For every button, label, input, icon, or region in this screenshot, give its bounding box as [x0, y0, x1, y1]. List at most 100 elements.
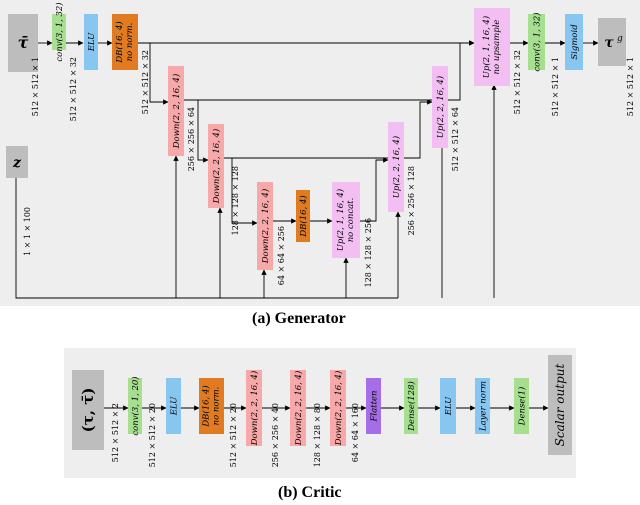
gen-down2: Down(2, 2, 16, 4) [208, 124, 224, 208]
gen-conv-in: conv(3, 1, 32) [52, 2, 66, 62]
dim-conv: 512 × 512 × 32 [69, 57, 78, 121]
crit-elu1: ELU [166, 378, 181, 434]
gen-down3: Down(2, 2, 16, 4) [257, 182, 273, 270]
gen-elu: ELU [84, 14, 98, 70]
crit-elu2: ELU [440, 378, 456, 434]
link-up3-up2 [404, 99, 433, 159]
crit-down1-label: Down(2, 2, 16, 4) [249, 371, 260, 447]
gen-elu-box [84, 14, 98, 70]
gen-sigmoid-label: Sigmoid [570, 24, 580, 60]
link-down2-down3 [231, 158, 258, 226]
gen-up2-label: Up(2, 2, 16, 4) [435, 76, 446, 139]
crit-dense1: Dense(128) [404, 378, 418, 434]
critic-output-label: Scalar output [553, 364, 567, 447]
crit-dense1-box [404, 378, 418, 434]
crit-elu1-label: ELU [170, 396, 180, 416]
dim-down3: 64 × 64 × 256 [277, 226, 286, 285]
z-input: z [6, 146, 28, 178]
link-up2-up1 [448, 40, 475, 101]
link-down1-down2 [197, 100, 209, 163]
gen-db1-box [112, 14, 138, 70]
crit-flatten-label: Flatten [370, 390, 380, 422]
gen-conv-out-box [528, 14, 545, 70]
link-z-bus [15, 178, 398, 299]
crit-down3-label: Down(2, 2, 16, 4) [333, 371, 344, 447]
dim-z: 1 × 1 × 100 [23, 207, 32, 256]
critic-input-label: (τ, τ̄) [79, 388, 97, 433]
crit-dense2-box [514, 378, 529, 434]
tau-g-output-label: τ [604, 35, 614, 51]
crit-down1-box [246, 370, 262, 446]
gen-conv-in-label: conv(3, 1, 32) [54, 2, 65, 61]
tau-bar-input-box [8, 14, 38, 72]
gen-down3-box [257, 182, 273, 270]
gen-sigmoid: Sigmoid [565, 14, 583, 70]
dim-tau-bar: 512 × 512 × 1 [31, 57, 40, 116]
dim-down1: 256 × 256 × 64 [187, 107, 196, 171]
gen-up1-note: no upsample [492, 20, 502, 75]
critic-output-box [548, 355, 572, 455]
gen-up3-box [388, 122, 404, 212]
crit-down2-box [290, 370, 306, 446]
gen-down2-box [208, 124, 224, 208]
crit-conv-box [128, 378, 142, 434]
crit-down3-box [330, 370, 346, 446]
crit-layernorm: Layer norm [475, 378, 490, 434]
crit-flatten: Flatten [366, 378, 381, 434]
crit-db-box [199, 378, 224, 434]
gen-down1: Down(2, 2, 16, 4) [168, 66, 184, 156]
gen-conv-in-box [52, 14, 66, 50]
crit-elu1-box [166, 378, 181, 434]
gen-down2-label: Down(2, 2, 16, 4) [211, 129, 222, 205]
critic-output: Scalar output [548, 355, 572, 455]
tau-g-output-sup: g [617, 34, 623, 44]
crit-dense1-label: Dense(128) [406, 381, 417, 432]
gen-up3: Up(2, 2, 16, 4) [388, 122, 404, 212]
dim-conv-out: 512 × 512 × 1 [551, 57, 560, 116]
crit-flatten-box [366, 378, 381, 434]
gen-db-mid-box [296, 190, 310, 242]
link-upnc-up3 [360, 157, 389, 222]
crit-db-note: no norm. [212, 387, 222, 426]
gen-db-mid-label: DB(16, 4) [298, 195, 309, 237]
dim-out: 512 × 512 × 1 [626, 57, 635, 116]
dim-up3: 256 × 256 × 128 [407, 166, 416, 235]
gen-conv-out: conv(3, 1, 32) [528, 12, 545, 72]
crit-conv: conv(3, 1, 20) [128, 376, 142, 436]
crit-dense2-label: Dense(1) [517, 387, 528, 427]
crit-dim-conv: 512 × 512 × 20 [148, 403, 157, 467]
crit-elu2-box [440, 378, 456, 434]
gen-up1-label: Up(2, 1, 16, 4) [481, 16, 492, 79]
critic-panel [64, 348, 576, 478]
gen-db1-label: DB(16, 4) [114, 21, 125, 63]
gen-up2: Up(2, 2, 16, 4) [432, 66, 448, 148]
gen-up2-box [432, 66, 448, 148]
tau-bar-input: τ̄ [8, 14, 38, 72]
dim-up2: 512 × 512 × 64 [451, 107, 460, 171]
gen-conv-out-label: conv(3, 1, 32) [532, 12, 543, 71]
link-down1-skip2 [184, 99, 436, 102]
gen-up3-label: Up(2, 2, 16, 4) [391, 136, 402, 199]
crit-dim-db: 512 × 512 × 20 [229, 403, 238, 467]
crit-dim-down1: 256 × 256 × 40 [271, 403, 280, 467]
crit-db-label: DB(16, 4) [201, 385, 212, 427]
dim-db1: 512 × 512 × 32 [141, 50, 150, 114]
crit-down3: Down(2, 2, 16, 4) [330, 370, 346, 446]
z-input-label: z [12, 155, 22, 171]
gen-down1-label: Down(2, 2, 16, 4) [171, 74, 182, 150]
crit-dense2: Dense(1) [514, 378, 529, 434]
crit-elu2-label: ELU [444, 396, 454, 416]
connection-lines [15, 40, 599, 411]
gen-db-mid: DB(16, 4) [296, 190, 310, 242]
crit-dim-down3: 64 × 64 × 160 [351, 403, 360, 462]
critic-caption: (b) Critic [278, 484, 342, 501]
gen-db1-note: no norm. [125, 23, 135, 62]
gen-up-noconcat-note: no concat. [346, 198, 356, 243]
dim-up1: 512 × 512 × 32 [513, 50, 522, 114]
critic-input-box [72, 370, 104, 450]
crit-down2-label: Down(2, 2, 16, 4) [293, 371, 304, 447]
generator-caption: (a) Generator [252, 310, 346, 327]
